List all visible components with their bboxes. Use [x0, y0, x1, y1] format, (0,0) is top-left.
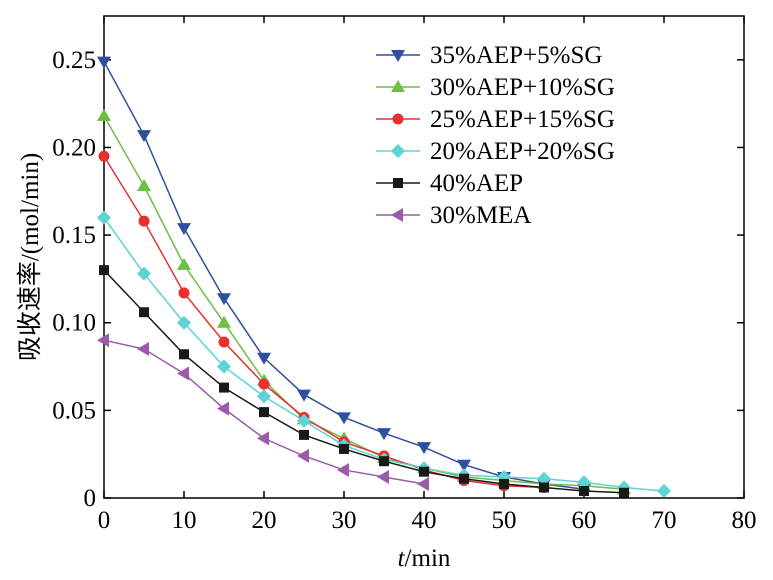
- data-point: [377, 469, 389, 484]
- axis-ticks: 0 10 20 30 40 50 60 70 80 0 0.05 0.10 0.15 0.20 0.25: [52, 16, 757, 534]
- x-tick-label: 60: [572, 507, 597, 534]
- legend-item: 30%AEP+10%SG: [376, 74, 615, 101]
- x-tick-label: 30: [332, 507, 357, 534]
- legend-label: 35%AEP+5%SG: [430, 42, 602, 69]
- legend-marker: [391, 80, 405, 92]
- x-tick-label: 0: [98, 507, 111, 534]
- legend-item: 20%AEP+20%SG: [376, 138, 615, 165]
- data-point: [257, 352, 271, 365]
- legend-item: 35%AEP+5%SG: [376, 42, 602, 69]
- y-axis-label: 吸收速率/(mol/min): [16, 153, 44, 361]
- data-point: [97, 56, 111, 69]
- data-point: [137, 179, 151, 192]
- data-point: [377, 428, 391, 441]
- data-point: [97, 210, 111, 225]
- y-tick-label: 0.10: [52, 310, 96, 337]
- data-point: [217, 293, 231, 306]
- data-point: [297, 413, 311, 428]
- data-point: [217, 315, 231, 328]
- legend-marker: [393, 178, 403, 188]
- data-point: [177, 366, 189, 381]
- legend-label: 40%AEP: [430, 170, 523, 197]
- x-tick-label: 50: [492, 507, 517, 534]
- series-line: [103, 155, 545, 489]
- legend-label: 30%MEA: [430, 202, 531, 229]
- data-point: [217, 401, 229, 416]
- legend-label: 30%AEP+10%SG: [430, 74, 615, 101]
- data-point: [579, 485, 589, 496]
- legend-item: 40%AEP: [376, 170, 523, 197]
- legend-marker: [391, 144, 405, 158]
- x-axis-label-italic: t: [398, 545, 406, 572]
- legend-label: 20%AEP+20%SG: [430, 138, 615, 165]
- data-point: [417, 442, 431, 455]
- data-point: [137, 130, 151, 143]
- data-point: [217, 359, 231, 374]
- legend-marker: [392, 113, 404, 125]
- data-point: [219, 382, 229, 393]
- y-tick-label: 0.25: [52, 47, 96, 74]
- legend-marker: [391, 208, 403, 222]
- y-tick-label: 0.20: [52, 134, 96, 161]
- x-axis-label-unit: /min: [405, 545, 451, 572]
- y-tick-label: 0.15: [52, 222, 96, 249]
- data-point: [258, 378, 270, 390]
- data-point: [97, 108, 111, 121]
- data-point: [99, 265, 109, 276]
- data-point: [379, 456, 389, 467]
- data-point: [97, 333, 109, 348]
- data-point: [539, 482, 549, 493]
- data-point: [259, 407, 269, 418]
- data-point: [177, 315, 191, 330]
- data-point: [619, 487, 629, 498]
- x-tick-label: 70: [652, 507, 677, 534]
- data-point: [179, 349, 189, 360]
- data-point: [178, 287, 190, 299]
- data-point: [339, 443, 349, 454]
- data-point: [297, 389, 311, 402]
- data-point: [137, 342, 149, 357]
- data-point: [297, 448, 309, 463]
- data-point: [299, 429, 309, 440]
- x-tick-label: 40: [412, 507, 437, 534]
- series-layer: [97, 56, 671, 498]
- data-point: [337, 412, 351, 425]
- data-point: [177, 223, 191, 236]
- legend-item: 25%AEP+15%SG: [376, 106, 615, 133]
- data-point: [577, 475, 591, 490]
- data-point: [137, 266, 151, 281]
- data-point: [499, 478, 509, 489]
- y-tick-label: 0: [84, 485, 97, 512]
- data-point: [657, 483, 671, 498]
- series-1: [97, 108, 631, 495]
- series-4: [99, 265, 629, 498]
- data-point: [537, 471, 551, 486]
- legend-label: 25%AEP+15%SG: [430, 106, 615, 133]
- series-line: [103, 269, 625, 494]
- legend-marker: [391, 50, 405, 62]
- data-point: [98, 150, 110, 162]
- data-point: [218, 336, 230, 348]
- data-point: [257, 431, 269, 446]
- x-tick-label: 80: [732, 507, 757, 534]
- series-5: [97, 333, 429, 491]
- data-point: [257, 389, 271, 404]
- data-point: [459, 473, 469, 484]
- y-tick-label: 0.05: [52, 397, 96, 424]
- data-point: [177, 257, 191, 270]
- data-point: [139, 307, 149, 318]
- legend-item: 30%MEA: [376, 202, 531, 229]
- data-point: [419, 466, 429, 477]
- x-axis-label: t/min: [398, 545, 451, 572]
- data-point: [138, 215, 150, 227]
- legend: 35%AEP+5%SG 30%AEP+10%SG 25%AEP+15%SG 20%AE…: [376, 42, 615, 229]
- data-point: [457, 459, 471, 472]
- x-tick-label: 10: [172, 507, 197, 534]
- data-point: [417, 476, 429, 491]
- data-point: [337, 462, 349, 477]
- series-line: [103, 115, 625, 490]
- x-tick-label: 20: [252, 507, 277, 534]
